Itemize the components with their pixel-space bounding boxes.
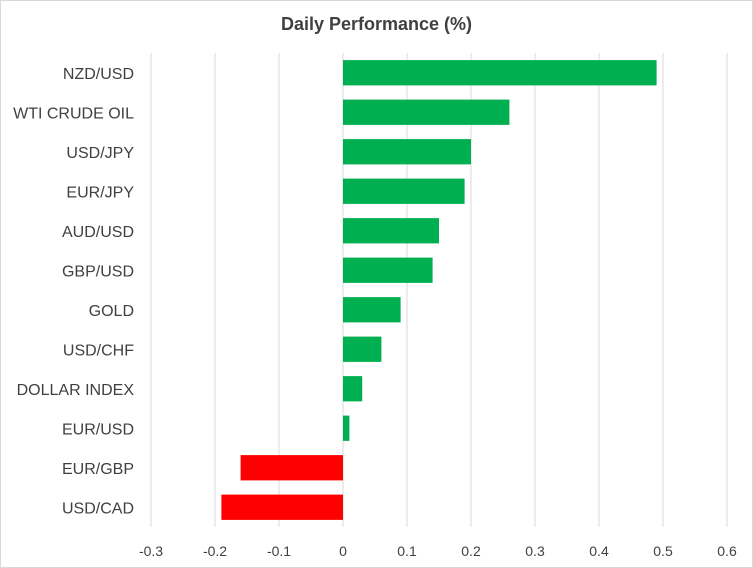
category-label: USD/JPY bbox=[66, 145, 134, 162]
bar bbox=[343, 139, 471, 165]
bar bbox=[343, 336, 382, 362]
category-label: EUR/USD bbox=[62, 421, 134, 438]
category-labels: NZD/USD WTI CRUDE OIL USD/JPY EUR/JPY AUD/US… bbox=[13, 66, 134, 518]
x-tick-label: 0.4 bbox=[589, 543, 609, 559]
bar bbox=[343, 297, 401, 323]
category-label: AUD/USD bbox=[62, 224, 134, 241]
category-label: EUR/GBP bbox=[62, 461, 134, 478]
x-tick-label: 0.6 bbox=[717, 543, 737, 559]
category-label: WTI CRUDE OIL bbox=[13, 105, 134, 122]
x-tick-labels: -0.3 -0.2 -0.1 0 0.1 0.2 0.3 0.4 0.5 0.6 bbox=[139, 543, 737, 559]
x-tick-label: -0.1 bbox=[267, 543, 291, 559]
bar bbox=[343, 218, 439, 244]
x-tick-label: 0.5 bbox=[653, 543, 673, 559]
category-label: USD/CHF bbox=[63, 342, 134, 359]
category-label: NZD/USD bbox=[63, 66, 134, 83]
x-tick-label: -0.3 bbox=[139, 543, 163, 559]
bar bbox=[240, 455, 343, 481]
x-tick-label: 0.3 bbox=[525, 543, 545, 559]
x-tick-label: 0.2 bbox=[461, 543, 481, 559]
bar bbox=[343, 99, 510, 125]
bar bbox=[343, 178, 465, 204]
category-label: USD/CAD bbox=[62, 500, 134, 517]
bar bbox=[343, 415, 350, 441]
category-label: DOLLAR INDEX bbox=[17, 382, 135, 399]
bar-layer bbox=[221, 60, 657, 520]
bar bbox=[343, 60, 657, 86]
category-label: GBP/USD bbox=[62, 263, 134, 280]
bar bbox=[221, 494, 343, 520]
category-label: EUR/JPY bbox=[66, 184, 134, 201]
x-tick-label: 0.1 bbox=[397, 543, 417, 559]
chart-title: Daily Performance (%) bbox=[280, 14, 473, 34]
bar bbox=[343, 257, 433, 283]
grid-layer bbox=[150, 53, 728, 527]
bar bbox=[343, 376, 363, 402]
x-tick-label: -0.2 bbox=[203, 543, 227, 559]
x-tick-label: 0 bbox=[339, 543, 347, 559]
category-label: GOLD bbox=[89, 303, 134, 320]
